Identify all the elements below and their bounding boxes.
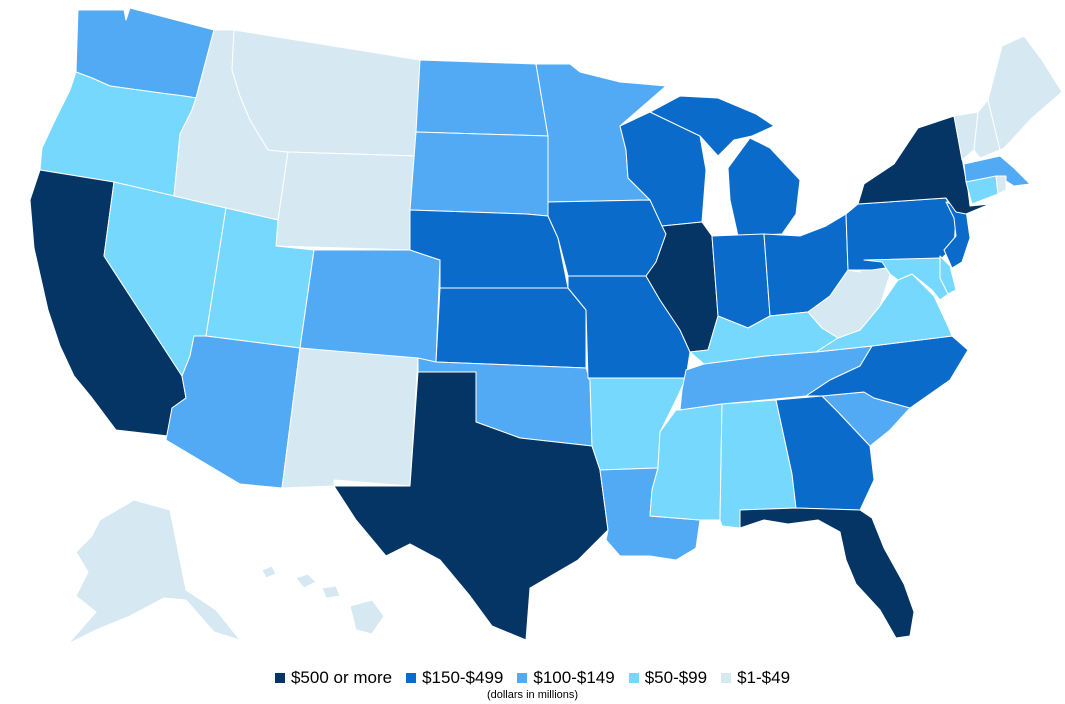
state-maine: [987, 35, 1063, 151]
legend-item: $150-$499: [406, 668, 503, 688]
state-illinois: [645, 221, 719, 353]
legend-item: $100-$149: [517, 668, 615, 688]
legend-swatch: [406, 673, 417, 683]
state-rhode-island: [995, 175, 1007, 195]
state-new-york: [857, 115, 991, 215]
state-indiana: [711, 233, 771, 329]
legend-label: $50-$99: [644, 668, 708, 687]
legend-swatch: [274, 673, 285, 683]
legend-swatch: [628, 673, 639, 683]
state-wyoming: [275, 151, 417, 251]
legend-label: $150-$499: [422, 668, 504, 687]
legend-label: $500 or more: [290, 668, 393, 687]
state-texas: [333, 371, 609, 641]
state-kansas: [435, 287, 587, 369]
legend-label: $100-$149: [533, 668, 615, 687]
state-colorado: [299, 249, 441, 363]
legend-item: $50-$99: [628, 668, 708, 688]
state-hawaii: [261, 565, 385, 635]
state-michigan: [649, 95, 801, 237]
state-iowa: [547, 199, 667, 277]
legend-item: $500 or more: [274, 668, 393, 688]
legend-swatch: [721, 673, 732, 683]
legend-note: (dollars in millions): [486, 689, 579, 701]
state-new-jersey: [943, 201, 971, 269]
legend-item: $1-$49: [721, 668, 790, 688]
state-florida: [739, 507, 915, 639]
legend-swatch: [517, 673, 528, 683]
state-alaska: [67, 499, 241, 645]
state-new-mexico: [281, 347, 419, 489]
map-legend: $500 or more $150-$499 $100-$149 $50-$99…: [0, 668, 1065, 688]
legend-label: $1-$49: [737, 668, 791, 687]
state-delaware: [939, 255, 957, 295]
state-south-dakota: [409, 131, 549, 217]
state-montana: [231, 29, 421, 157]
state-new-hampshire: [973, 99, 1001, 159]
us-choropleth-map: [29, 7, 1063, 645]
state-north-carolina: [805, 335, 969, 409]
state-north-dakota: [415, 59, 549, 137]
